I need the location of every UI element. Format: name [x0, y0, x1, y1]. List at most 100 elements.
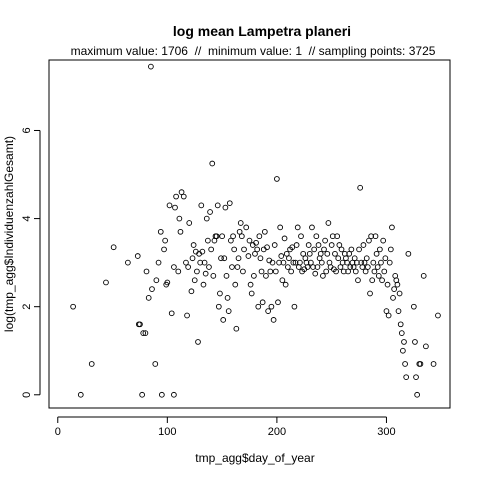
- data-point: [356, 278, 361, 283]
- data-point: [361, 243, 366, 248]
- data-point: [321, 273, 326, 278]
- data-point: [208, 210, 213, 215]
- data-point: [313, 271, 318, 276]
- data-point: [187, 221, 192, 226]
- data-point: [395, 282, 400, 287]
- data-point: [423, 344, 428, 349]
- data-point: [295, 225, 300, 230]
- data-point: [125, 260, 130, 265]
- data-point: [158, 229, 163, 234]
- data-point: [310, 225, 315, 230]
- data-point: [189, 289, 194, 294]
- data-point: [374, 251, 379, 256]
- data-point: [181, 194, 186, 199]
- data-point: [163, 238, 168, 243]
- data-point: [403, 362, 408, 367]
- data-point: [314, 234, 319, 239]
- plot-frame: [49, 60, 450, 408]
- data-point: [370, 278, 375, 283]
- data-point: [239, 234, 244, 239]
- data-point: [78, 392, 83, 397]
- data-point: [266, 309, 271, 314]
- data-point: [156, 260, 161, 265]
- x-tick-label: 100: [158, 426, 176, 438]
- data-point: [381, 238, 386, 243]
- data-point: [211, 273, 216, 278]
- data-point: [283, 282, 288, 287]
- data-point: [289, 269, 294, 274]
- data-point: [162, 247, 167, 252]
- data-point: [436, 313, 441, 318]
- x-tick-label: 200: [268, 426, 286, 438]
- data-point: [203, 271, 208, 276]
- data-point: [398, 322, 403, 327]
- data-point: [178, 229, 183, 234]
- data-point: [256, 304, 261, 309]
- data-point: [255, 247, 260, 252]
- data-point: [220, 234, 225, 239]
- data-point: [231, 234, 236, 239]
- data-point: [377, 247, 382, 252]
- chart-subtitle: maximum value: 1706 // minimum value: 1 …: [71, 44, 436, 58]
- data-point: [287, 256, 292, 261]
- data-point: [392, 287, 397, 292]
- data-point: [172, 265, 177, 270]
- data-point: [223, 205, 228, 210]
- data-point: [226, 309, 231, 314]
- data-point: [280, 278, 285, 283]
- data-point: [333, 251, 338, 256]
- data-point: [185, 313, 190, 318]
- data-point: [235, 265, 240, 270]
- data-point: [382, 269, 387, 274]
- data-point: [154, 278, 159, 283]
- data-point: [159, 392, 164, 397]
- data-point: [318, 251, 323, 256]
- data-point: [176, 269, 181, 274]
- data-point: [383, 256, 388, 261]
- data-point: [148, 64, 153, 69]
- data-point: [246, 254, 251, 259]
- data-point: [276, 300, 281, 305]
- data-point: [268, 269, 273, 274]
- data-point: [191, 243, 196, 248]
- x-tick-label: 0: [55, 426, 61, 438]
- data-point: [232, 247, 237, 252]
- data-point: [241, 269, 246, 274]
- data-point: [431, 362, 436, 367]
- data-point: [271, 317, 276, 322]
- data-point: [172, 392, 177, 397]
- data-point: [210, 161, 215, 166]
- data-point: [236, 256, 241, 261]
- data-point: [396, 309, 401, 314]
- data-point: [144, 269, 149, 274]
- data-point: [307, 251, 312, 256]
- data-point: [379, 260, 384, 265]
- data-point: [388, 247, 393, 252]
- data-point: [221, 317, 226, 322]
- data-point: [299, 234, 304, 239]
- y-tick-label: 4: [21, 216, 33, 222]
- data-point: [104, 280, 109, 285]
- data-point: [402, 340, 407, 345]
- data-point: [421, 273, 426, 278]
- y-axis-label: log(tmp_agg$IndividuenzahlGesamt): [2, 136, 16, 332]
- data-point: [227, 201, 232, 206]
- data-point: [167, 203, 172, 208]
- data-point: [400, 348, 405, 353]
- data-point: [285, 265, 290, 270]
- data-point: [274, 177, 279, 182]
- data-point: [262, 229, 267, 234]
- data-point: [326, 221, 331, 226]
- data-point: [209, 247, 214, 252]
- data-point: [258, 256, 263, 261]
- data-point: [319, 260, 324, 265]
- x-axis-label: tmp_agg$day_of_year: [195, 451, 314, 465]
- data-point: [242, 247, 247, 252]
- data-point: [376, 273, 381, 278]
- data-point: [279, 254, 284, 259]
- data-point: [89, 362, 94, 367]
- data-point: [411, 304, 416, 309]
- data-point: [264, 273, 269, 278]
- data-point: [325, 251, 330, 256]
